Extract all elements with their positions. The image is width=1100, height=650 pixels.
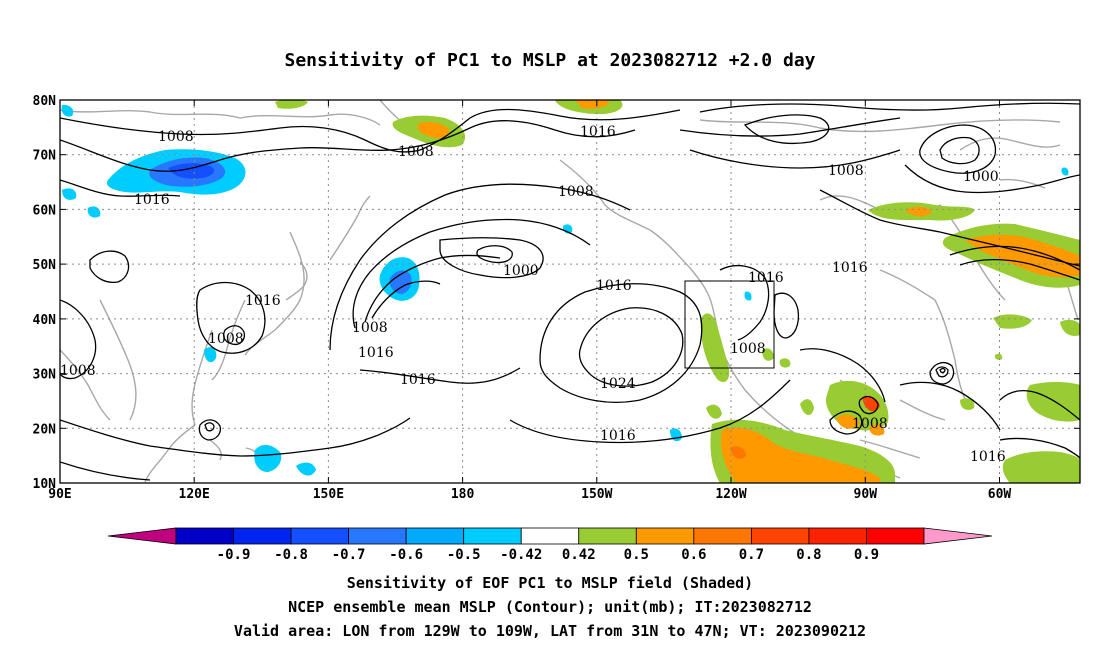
colorbar-min-triangle — [107, 527, 177, 545]
colorbar-bin — [693, 527, 752, 545]
gridlines — [60, 100, 1080, 483]
colorbar-tick-label: 0.7 — [739, 547, 764, 563]
colorbar-tick-label: 0.5 — [624, 547, 649, 563]
colorbar-bin — [520, 527, 580, 545]
colorbar-bin — [463, 527, 522, 545]
lon-labels: 90E 120E 150E 180 150W 120W 90W 60W — [48, 487, 1011, 502]
colorbar-bin — [175, 527, 234, 545]
shaded-sensitivity — [61, 100, 1080, 483]
contour-label: 1016 — [600, 428, 636, 444]
contour-label: 1016 — [832, 260, 868, 276]
colorbar-tick-label: 0.42 — [562, 547, 596, 563]
lon-label-180: 180 — [451, 487, 475, 502]
contour-label: 1016 — [358, 345, 394, 361]
colorbar: -0.9 -0.8 -0.7 -0.6 -0.5 -0.42 0.42 0.5 0.6 0.7 0.… — [107, 527, 993, 563]
colorbar-bin — [750, 527, 810, 545]
contour-label: 1016 — [596, 278, 632, 294]
mslp-contours — [60, 102, 1080, 481]
colorbar-tick-label: -0.5 — [447, 547, 481, 563]
contour-label: 1008 — [852, 416, 888, 432]
colorbar-bin — [233, 527, 292, 545]
colorbar-tick-label: -0.8 — [274, 547, 308, 563]
tick-marks — [60, 99, 1080, 483]
colorbar-bin — [578, 527, 637, 545]
contour-label: 1008 — [158, 129, 194, 145]
colorbar-tick-label: -0.7 — [332, 547, 366, 563]
caption-line-3: Valid area: LON from 129W to 109W, LAT f… — [233, 622, 867, 640]
lon-label-60w: 60W — [988, 487, 1012, 502]
valid-area-box — [684, 280, 775, 369]
colorbar-tick-label: 0.6 — [681, 547, 706, 563]
map-title: Sensitivity of PC1 to MSLP at 2023082712… — [284, 50, 816, 71]
lat-label-60n: 60N — [33, 203, 57, 218]
colorbar-bin — [866, 527, 925, 545]
lat-label-30n: 30N — [33, 368, 57, 383]
contour-labels: 1008 1008 1016 1016 1008 1000 1008 1000 … — [60, 124, 1006, 465]
contour-label: 1016 — [245, 293, 281, 309]
contour-label: 1008 — [398, 144, 434, 160]
colorbar-bin — [290, 527, 350, 545]
lat-label-20n: 20N — [33, 422, 57, 437]
lat-label-70n: 70N — [33, 149, 57, 164]
colorbar-tick-label: -0.9 — [217, 547, 251, 563]
lon-label-90e: 90E — [48, 487, 71, 502]
colorbar-bin — [808, 527, 867, 545]
coastlines — [60, 100, 1079, 483]
contour-label: 1008 — [208, 331, 244, 347]
colorbar-bin — [405, 527, 465, 545]
colorbar-tick-label: 0.8 — [796, 547, 821, 563]
lat-label-80n: 80N — [33, 94, 57, 109]
lat-label-10n: 10N — [33, 477, 57, 492]
contour-label: 1024 — [600, 376, 636, 392]
contour-label: 1016 — [400, 372, 436, 388]
caption-line-1: Sensitivity of EOF PC1 to MSLP field (Sh… — [346, 574, 754, 592]
contour-label: 1008 — [352, 320, 388, 336]
contour-label: 1000 — [963, 169, 999, 185]
contour-label: 1016 — [748, 270, 784, 286]
contour-label: 1008 — [558, 184, 594, 200]
caption-line-2: NCEP ensemble mean MSLP (Contour); unit(… — [288, 598, 812, 616]
contour-label: 1008 — [828, 163, 864, 179]
colorbar-max-triangle — [923, 527, 993, 545]
contour-label: 1016 — [580, 124, 616, 140]
colorbar-bin — [348, 527, 407, 545]
colorbar-tick-label: -0.6 — [389, 547, 423, 563]
contour-label: 1016 — [134, 192, 170, 208]
lat-label-50n: 50N — [33, 258, 57, 273]
contour-label: 1008 — [730, 341, 766, 357]
lon-label-120w: 120W — [715, 487, 746, 502]
lon-label-120e: 120E — [179, 487, 210, 502]
colorbar-tick-label: -0.42 — [500, 547, 542, 563]
lon-label-150e: 150E — [313, 487, 344, 502]
lat-labels: 80N 70N 60N 50N 40N 30N 20N 10N — [33, 94, 57, 492]
contour-label: 1000 — [503, 263, 539, 279]
contour-label: 1008 — [60, 363, 96, 379]
lat-label-40n: 40N — [33, 313, 57, 328]
contour-label: 1016 — [970, 449, 1006, 465]
plot-frame — [59, 99, 1081, 484]
lon-label-90w: 90W — [854, 487, 878, 502]
lon-label-150w: 150W — [581, 487, 612, 502]
colorbar-tick-label: 0.9 — [854, 547, 879, 563]
colorbar-bin — [635, 527, 695, 545]
